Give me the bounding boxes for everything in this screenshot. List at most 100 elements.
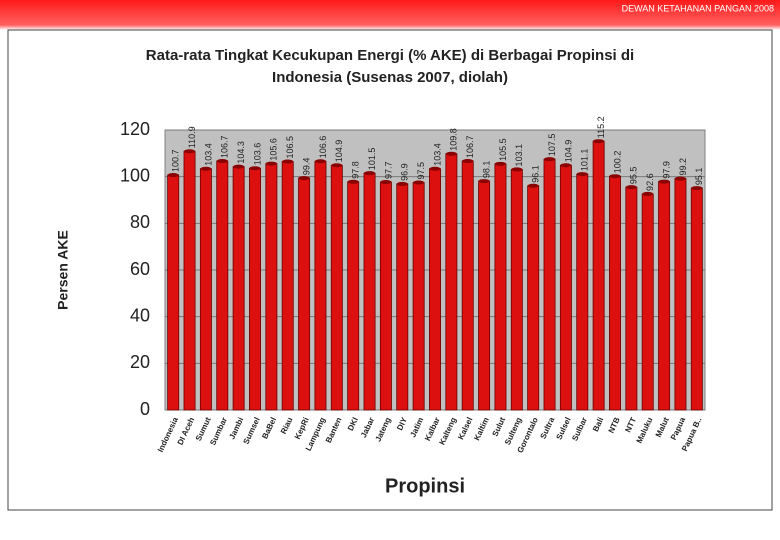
bar	[265, 163, 278, 411]
bar	[183, 150, 196, 411]
value-label: 97.7	[383, 162, 393, 180]
bar-cap	[560, 163, 572, 168]
value-label: 99.4	[301, 158, 311, 176]
bar	[510, 169, 523, 411]
y-tick-label: 100	[120, 165, 150, 185]
value-label: 96.9	[400, 163, 410, 181]
bar-cap	[265, 161, 277, 166]
bar-cap	[233, 164, 245, 169]
value-label: 101.5	[367, 148, 377, 171]
bar-cap	[543, 157, 556, 162]
value-label: 100.7	[171, 150, 181, 173]
bar	[412, 182, 425, 411]
value-label: 103.1	[514, 144, 524, 167]
y-tick-label: 60	[130, 259, 150, 279]
bar	[429, 168, 441, 411]
bar-cap	[658, 179, 670, 184]
bar-cap	[314, 159, 327, 164]
value-label: 95.5	[629, 167, 639, 185]
bar-cap	[511, 167, 523, 172]
value-label: 107.5	[547, 134, 557, 157]
y-tick-label: 40	[130, 305, 150, 325]
bar	[379, 181, 392, 411]
bar	[625, 186, 638, 411]
bar	[494, 163, 507, 411]
value-label: 110.9	[187, 126, 197, 148]
bar-cap	[282, 159, 294, 164]
y-tick-label: 80	[130, 212, 150, 232]
bar	[330, 164, 343, 411]
value-label: 115.2	[596, 116, 606, 138]
x-axis-title: Propinsi	[385, 475, 465, 497]
bar	[641, 193, 654, 411]
value-label: 109.8	[449, 128, 459, 151]
bar-cap	[462, 159, 474, 164]
bar	[478, 180, 491, 411]
bar	[559, 164, 572, 411]
bar	[167, 174, 180, 411]
bar-cap	[363, 171, 376, 176]
bar	[461, 160, 474, 411]
value-label: 104.3	[236, 141, 246, 164]
value-label: 106.7	[465, 136, 475, 159]
bar	[232, 166, 245, 411]
bar	[527, 185, 540, 411]
value-label: 104.9	[334, 140, 344, 163]
value-label: 95.1	[694, 168, 704, 186]
bar-cap	[183, 149, 196, 154]
bar-cap	[691, 186, 703, 191]
bar-cap	[216, 159, 228, 164]
value-label: 96.1	[531, 165, 541, 183]
bar	[249, 167, 261, 411]
bar	[281, 161, 294, 411]
value-label: 103.4	[203, 143, 213, 166]
value-label: 101.1	[580, 149, 590, 172]
bar-cap	[380, 180, 392, 185]
bar-cap	[674, 176, 687, 181]
chart-title: Rata-rata Tingkat Kecukupan Energi (% AK…	[146, 47, 634, 86]
value-label: 100.2	[612, 151, 622, 174]
bar	[445, 153, 458, 411]
bar-cap	[396, 181, 408, 186]
value-label: 99.2	[678, 158, 688, 176]
value-label: 97.5	[416, 162, 426, 180]
value-label: 104.9	[563, 140, 573, 163]
bar-cap	[478, 179, 490, 184]
value-label: 105.6	[269, 138, 279, 161]
bar	[658, 181, 671, 411]
value-label: 97.9	[661, 161, 671, 179]
bar	[592, 140, 605, 411]
header: DEWAN KETAHANAN PANGAN 2008	[622, 3, 774, 13]
bar-cap	[527, 183, 539, 188]
bar-cap	[413, 180, 425, 185]
bar-cap	[642, 191, 654, 196]
bar-cap	[347, 179, 359, 184]
bar-cap	[494, 161, 507, 166]
bar-cap	[609, 174, 621, 179]
bar-cap	[593, 139, 605, 144]
value-label: 106.5	[285, 136, 295, 159]
bar	[314, 160, 327, 411]
bar-cap	[249, 166, 261, 171]
bar-cap	[298, 176, 310, 181]
y-tick-label: 120	[120, 119, 150, 139]
value-label: 103.6	[252, 143, 262, 166]
bar-cap	[445, 151, 457, 156]
value-label: 106.6	[318, 136, 328, 159]
value-label: 97.8	[351, 161, 361, 179]
bar-cap	[200, 166, 212, 171]
value-label: 105.5	[498, 138, 508, 161]
bar	[576, 173, 589, 411]
value-label: 103.4	[432, 143, 442, 166]
bar	[363, 172, 376, 411]
bar-cap	[576, 172, 588, 177]
bar-cap	[625, 185, 637, 190]
bar-cap	[167, 173, 179, 178]
value-label: 106.7	[220, 136, 230, 159]
y-tick-label: 0	[140, 399, 150, 419]
bar	[396, 183, 409, 411]
value-label: 92.6	[645, 173, 655, 191]
y-axis-title: Persen AKE	[55, 230, 71, 310]
bar	[609, 175, 621, 411]
